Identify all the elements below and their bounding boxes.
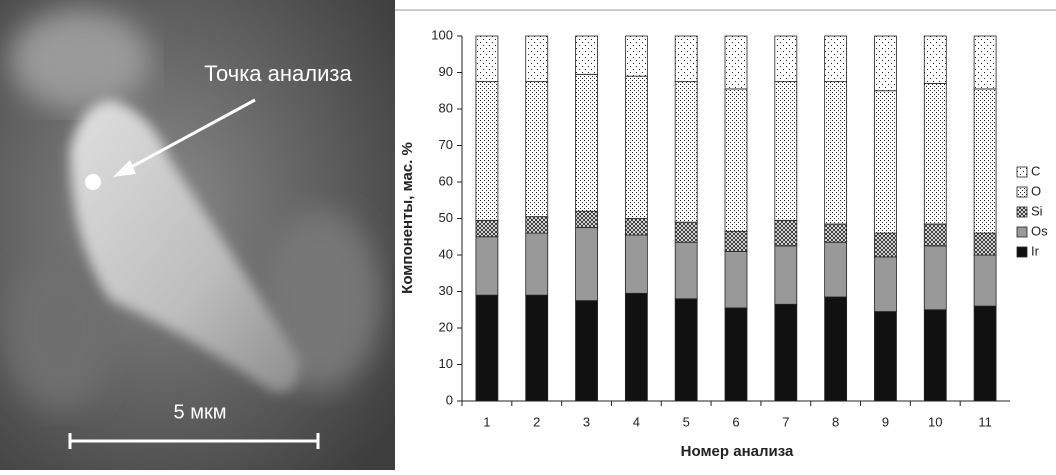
y-tick-label: 30 [439, 283, 453, 298]
legend-label: C [1031, 163, 1040, 178]
y-tick-label: 100 [431, 27, 453, 42]
y-tick-label: 20 [439, 319, 453, 334]
bar-segment [576, 301, 598, 401]
x-tick-label: 4 [633, 414, 640, 429]
bar-segment [526, 82, 548, 217]
bar-segment [625, 36, 647, 76]
bar-segment [924, 310, 946, 401]
x-tick-label: 7 [782, 414, 789, 429]
bar-segment [625, 219, 647, 235]
bar-segment [675, 36, 697, 82]
bar-segment [576, 211, 598, 227]
bar-segment [825, 82, 847, 224]
bar-segment [476, 36, 498, 82]
y-tick-label: 40 [439, 246, 453, 261]
bar-segment [476, 237, 498, 295]
legend-swatch [1017, 227, 1027, 237]
bar-segment [625, 235, 647, 293]
x-tick-label: 5 [683, 414, 690, 429]
bar-segment [825, 36, 847, 82]
x-tick-label: 1 [483, 414, 490, 429]
bar-segment [874, 257, 896, 312]
bar-segment [526, 295, 548, 401]
bar-segment [625, 293, 647, 401]
x-tick-label: 6 [732, 414, 739, 429]
y-tick-label: 50 [439, 210, 453, 225]
bar-segment [825, 224, 847, 242]
bar-segment [775, 304, 797, 401]
bar-segment [874, 312, 896, 401]
bar-segment [576, 228, 598, 301]
legend-swatch [1017, 207, 1027, 217]
x-tick-label: 9 [882, 414, 889, 429]
bar-segment [874, 36, 896, 91]
bar-segment [725, 36, 747, 89]
y-axis-label: Компоненты, мас. % [399, 142, 416, 294]
bar-segment [675, 222, 697, 242]
bar-segment [974, 89, 996, 233]
x-tick-label: 10 [928, 414, 942, 429]
annotation: Точка анализа [204, 61, 352, 86]
legend-label: Ir [1031, 243, 1040, 258]
bar-segment [974, 233, 996, 255]
bar-segment [825, 242, 847, 297]
bar-segment [775, 246, 797, 304]
bar-segment [725, 89, 747, 231]
y-tick-label: 60 [439, 173, 453, 188]
bar-segment [924, 36, 946, 83]
x-tick-label: 3 [583, 414, 590, 429]
bar-segment [675, 82, 697, 223]
bar-segment [476, 82, 498, 221]
bar-segment [526, 217, 548, 233]
bar-segment [974, 306, 996, 401]
bar-segment [825, 297, 847, 401]
legend-label: Si [1031, 203, 1043, 218]
bar-segment [725, 308, 747, 401]
bar-segment [775, 36, 797, 82]
x-tick-label: 11 [978, 414, 992, 429]
sem-photo: Точка анализа 5 мкм [0, 0, 395, 470]
y-tick-label: 80 [439, 100, 453, 115]
bar-segment [725, 251, 747, 308]
bar-segment [874, 233, 896, 257]
bar-segment [476, 295, 498, 401]
page: Точка анализа 5 мкм Компоненты, мас. % Н… [0, 0, 1056, 470]
bar-segment [476, 220, 498, 236]
bar-segment [526, 36, 548, 82]
bar-segment [874, 91, 896, 233]
x-tick-label: 2 [533, 414, 540, 429]
bar-segment [775, 82, 797, 221]
y-tick-label: 10 [439, 356, 453, 371]
bar-segment [576, 36, 598, 74]
bar-segment [974, 255, 996, 306]
bar-segment [675, 299, 697, 401]
bar-segment [924, 246, 946, 310]
legend-label: Os [1031, 223, 1048, 238]
bar-segment [924, 224, 946, 246]
x-axis-label: Номер анализа [681, 443, 794, 460]
x-tick-label: 8 [832, 414, 839, 429]
bar-segment [725, 231, 747, 251]
bar-segment [924, 83, 946, 224]
legend-swatch [1017, 187, 1027, 197]
figure: Точка анализа 5 мкм Компоненты, мас. % Н… [0, 0, 1056, 470]
y-tick-label: 90 [439, 64, 453, 79]
legend-swatch [1017, 247, 1027, 257]
bar-segment [775, 220, 797, 246]
y-tick-label: 70 [439, 137, 453, 152]
scale-label: 5 мкм [174, 401, 227, 423]
bar-segment [576, 74, 598, 211]
bar-segment [675, 242, 697, 299]
legend-label: O [1031, 183, 1041, 198]
legend-swatch [1017, 167, 1027, 177]
bar-segment [625, 76, 647, 218]
bar-segment [526, 233, 548, 295]
y-tick-label: 0 [446, 392, 453, 407]
bar-segment [974, 36, 996, 89]
